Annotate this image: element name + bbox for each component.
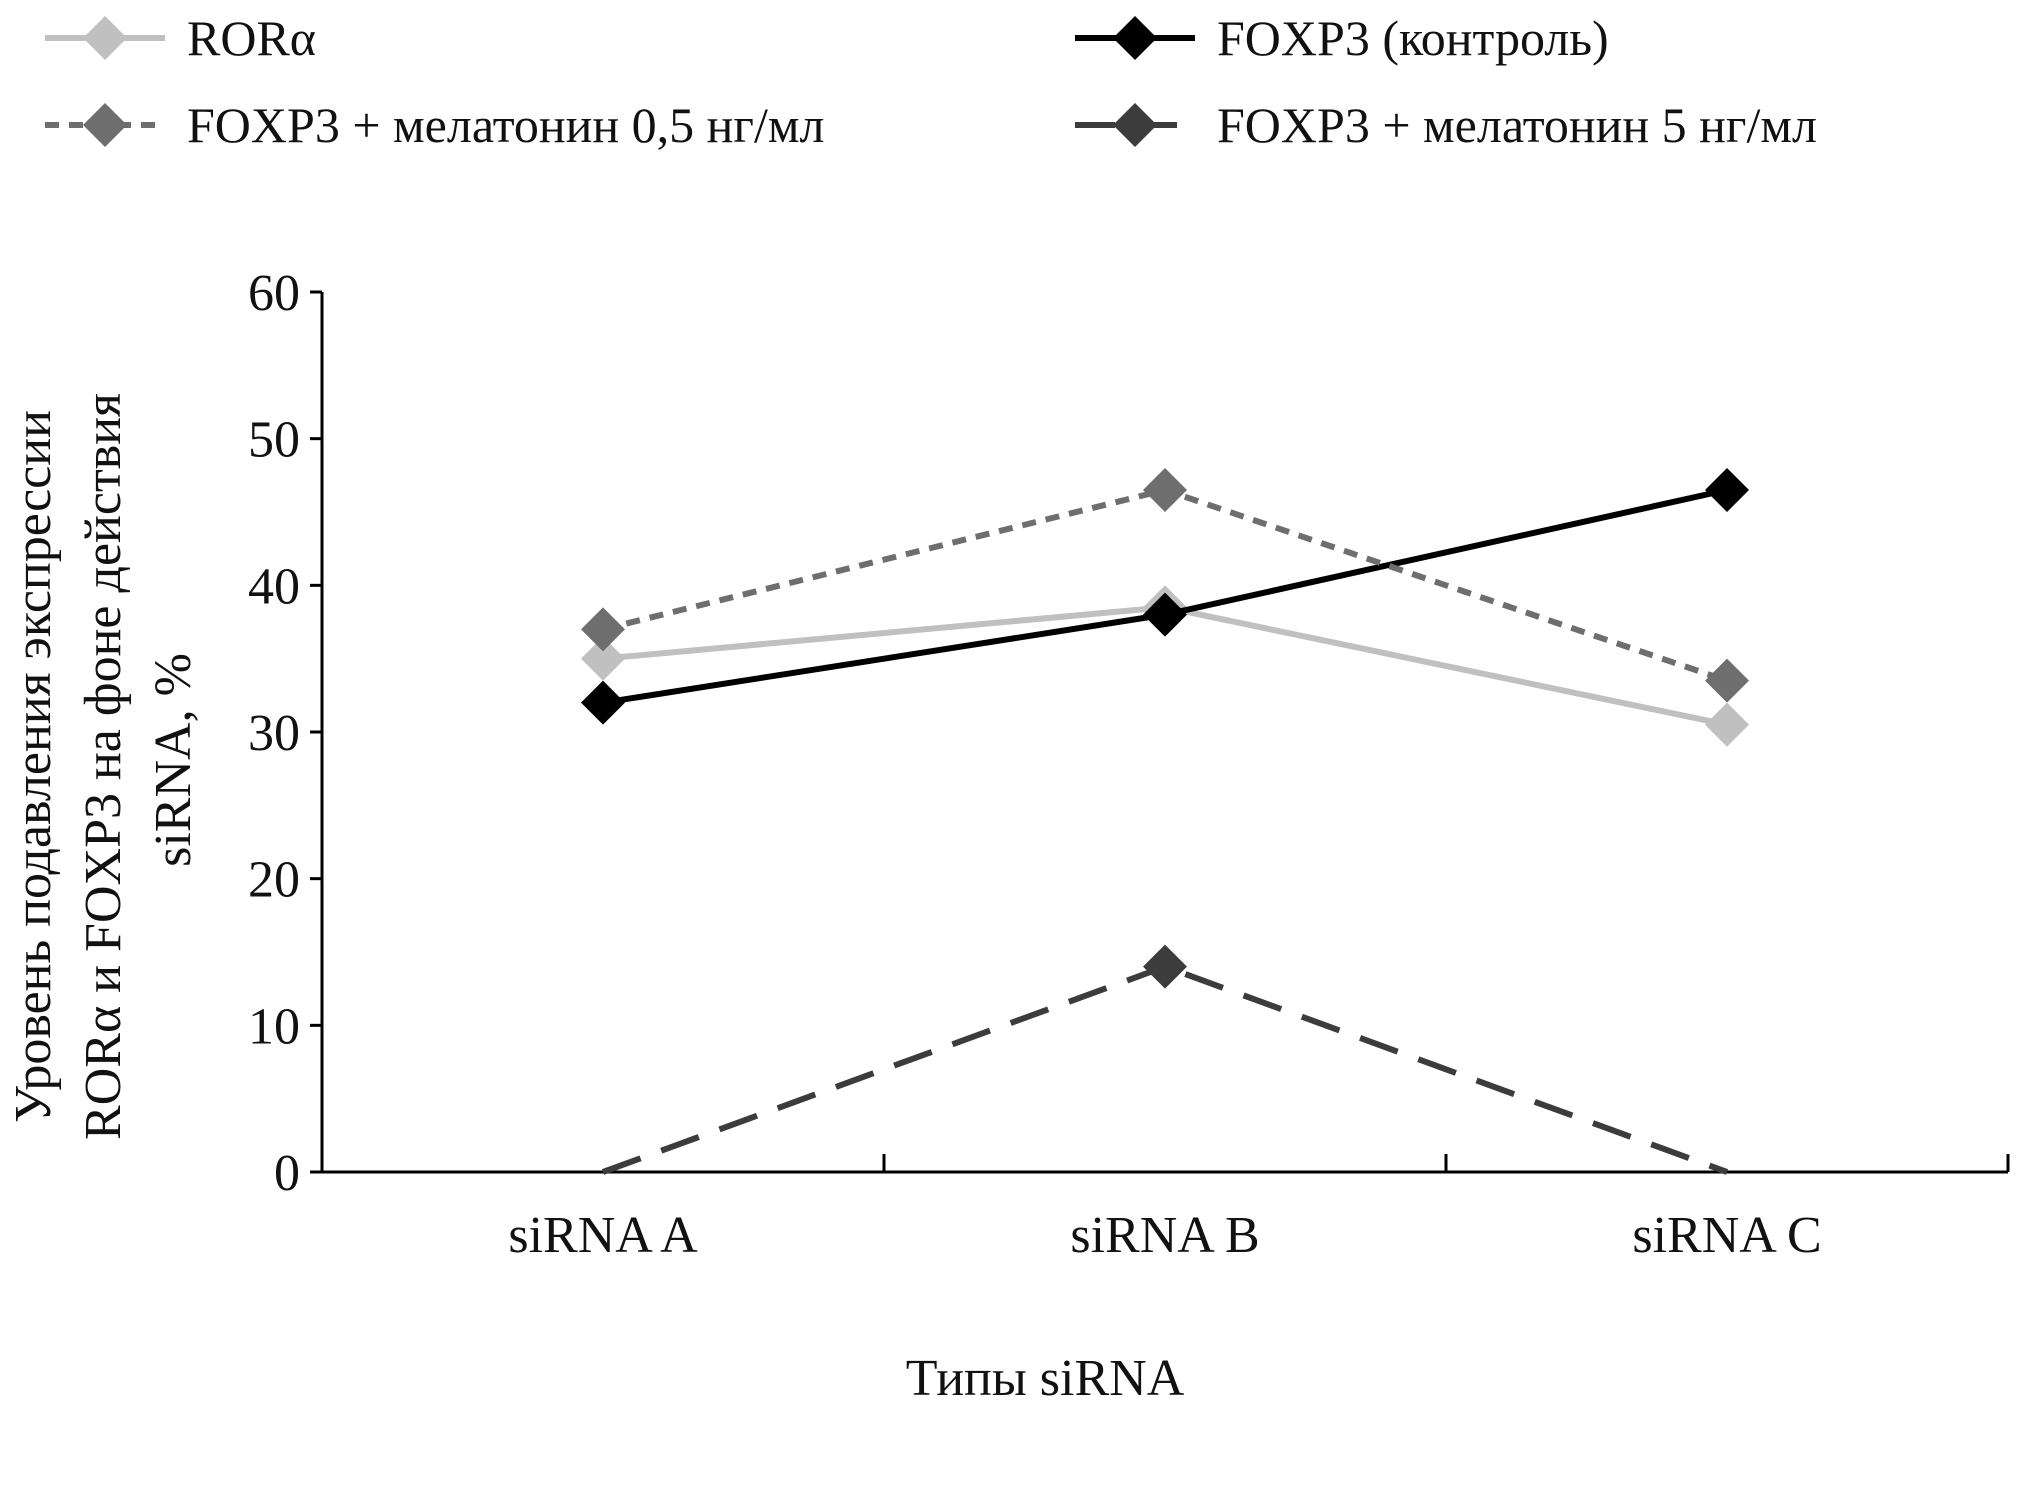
y-tick-label: 40 xyxy=(248,558,300,615)
y-axis-title-line-2: RORα и FOXP3 на фоне действия xyxy=(75,393,132,1140)
y-tick-label: 0 xyxy=(274,1145,300,1202)
series-3-point xyxy=(581,607,625,652)
legend-label-3: FOXP3 + мелатонин 0,5 нг/мл xyxy=(187,97,824,153)
series-line-4 xyxy=(601,963,1729,1175)
y-tick-label: 60 xyxy=(248,265,300,322)
x-axis-title: Типы siRNA xyxy=(906,1350,1185,1407)
x-tick-label: siRNA A xyxy=(508,1207,698,1264)
legend: RORα FOXP3 (контроль) FOXP3 + мелатонин 0,… xyxy=(45,10,1817,153)
legend-marker-3 xyxy=(83,103,127,147)
legend-marker-4 xyxy=(1113,103,1157,147)
legend-marker-1 xyxy=(83,16,127,60)
y-axis-title: Уровень подавления экспрессии RORα и FOX… xyxy=(5,380,202,1140)
y-tick-label: 10 xyxy=(248,998,300,1055)
series-group xyxy=(581,468,1749,1175)
series-1-point xyxy=(581,636,625,681)
legend-marker-2 xyxy=(1113,16,1157,60)
y-tick-label: 50 xyxy=(248,412,300,469)
y-axis-title-line-1: Уровень подавления экспрессии xyxy=(5,410,62,1123)
legend-label-1: RORα xyxy=(187,10,316,66)
y-tick-label: 20 xyxy=(248,852,300,909)
series-2-point xyxy=(1705,468,1749,512)
legend-label-4: FOXP3 + мелатонин 5 нг/мл xyxy=(1217,97,1817,153)
series-1-point xyxy=(1705,702,1749,747)
series-2-point xyxy=(1143,592,1187,637)
series-3-point xyxy=(1143,468,1187,512)
series-3-point xyxy=(1705,658,1749,703)
series-2-point xyxy=(581,680,625,725)
y-axis-title-line-3: siRNA, % xyxy=(145,653,202,867)
x-tick-label: siRNA B xyxy=(1070,1207,1259,1264)
series-4-point xyxy=(1143,944,1187,989)
legend-label-2: FOXP3 (контроль) xyxy=(1217,10,1609,66)
y-tick-label: 30 xyxy=(248,705,300,762)
axes: 0 10 20 30 40 50 60 siRNA A siRNA B siRNA C xyxy=(248,265,2010,1264)
x-tick-label: siRNA C xyxy=(1632,1207,1821,1264)
